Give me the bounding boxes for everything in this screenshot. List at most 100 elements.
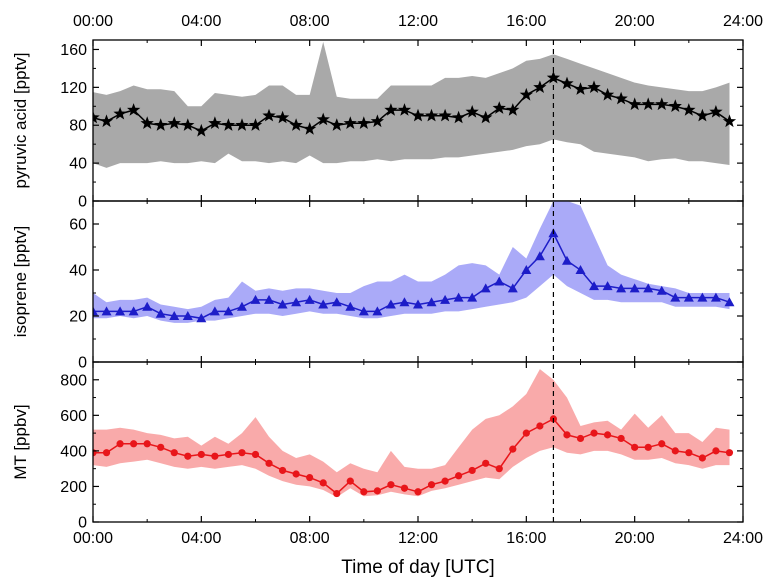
isoprene-point-45: [697, 292, 708, 302]
mt-point-29: [482, 459, 490, 467]
isoprene-point-41: [643, 283, 654, 293]
pyruvic-point-47: [722, 114, 737, 128]
isoprene-point-23: [399, 297, 410, 307]
pyruvic-point-8: [194, 123, 208, 137]
pyruvic-point-12: [248, 118, 263, 131]
pyruvic-point-11: [235, 118, 249, 131]
isoprene-point-24: [413, 299, 423, 309]
isoprene-range-band: [93, 201, 730, 323]
isoprene-point-2: [115, 306, 126, 316]
pyruvic-point-35: [560, 76, 574, 90]
mt-point-8: [197, 450, 205, 459]
bottom-xtick-label-2: 08:00: [290, 530, 330, 547]
mt-point-39: [617, 434, 625, 443]
top-xtick-label-4: 16:00: [506, 13, 546, 30]
mt-point-9: [211, 452, 219, 460]
pyruvic-point-28: [465, 105, 479, 118]
panel-isoprene: 0 20 40 60 isoprene [pptv]: [11, 200, 744, 372]
mt-point-26: [441, 477, 449, 485]
panel-pyruvic: 0 40 80 120 160 pyruvic acid [pptv]: [11, 39, 744, 211]
mt-ytick-label-1: 200: [60, 479, 87, 496]
isoprene-point-36: [575, 265, 586, 274]
pyruvic-ytick-label-1: 40: [69, 156, 87, 173]
mt-point-7: [184, 452, 192, 460]
bottom-xtick-label-6: 24:00: [723, 530, 763, 547]
isoprene-point-25: [426, 297, 437, 307]
mt-point-45: [698, 454, 706, 462]
isoprene-point-18: [331, 297, 342, 307]
pyruvic-point-30: [492, 101, 506, 114]
pyruvic-point-43: [668, 99, 682, 112]
pyruvic-point-2: [113, 106, 127, 120]
bottom-xtick-label-5: 20:00: [615, 530, 655, 547]
top-xtick-label-1: 04:00: [181, 13, 221, 30]
mt-point-44: [685, 449, 693, 457]
panel-mt: 0 200 400 600 800 MT [ppbv]: [11, 361, 744, 532]
mt-ytick-label-0: 0: [78, 515, 87, 532]
mt-point-38: [603, 431, 612, 439]
pyruvic-point-40: [628, 97, 642, 111]
isoprene-point-28: [467, 292, 478, 302]
mt-point-36: [576, 434, 585, 443]
pyruvic-point-42: [655, 97, 669, 111]
isoprene-point-22: [385, 299, 396, 309]
pyruvic-point-10: [221, 118, 236, 131]
pyruvic-ytick-label-2: 80: [69, 118, 87, 135]
pyruvic-point-24: [411, 108, 425, 122]
pyruvic-point-45: [695, 108, 709, 122]
pyruvic-ytick-label-0: 0: [78, 194, 87, 211]
top-xtick-label-5: 20:00: [615, 13, 655, 30]
mt-point-21: [373, 487, 381, 495]
isoprene-point-6: [169, 311, 180, 320]
isoprene-point-0: [93, 306, 98, 316]
pyruvic-point-39: [614, 91, 628, 105]
mt-point-16: [306, 473, 314, 482]
isoprene-point-3: [128, 306, 139, 316]
pyruvic-point-16: [303, 122, 317, 135]
mt-ytick-label-3: 600: [60, 408, 87, 425]
mt-point-23: [400, 484, 409, 492]
bottom-xtick-label-1: 04:00: [181, 530, 221, 547]
isoprene-point-8: [196, 313, 207, 323]
isoprene-point-7: [182, 311, 193, 320]
pyruvic-point-21: [370, 114, 384, 128]
isoprene-point-40: [629, 283, 640, 293]
pyruvic-point-37: [587, 80, 601, 93]
isoprene-point-32: [521, 265, 532, 274]
pyruvic-range-band: [93, 41, 730, 168]
mt-point-31: [509, 445, 517, 453]
isoprene-point-38: [602, 281, 613, 291]
pyruvic-point-4: [140, 116, 154, 129]
isoprene-point-35: [561, 255, 572, 265]
bottom-xtick-label-3: 12:00: [398, 530, 438, 547]
pyruvic-point-29: [479, 110, 493, 124]
mt-point-47: [725, 449, 734, 457]
mt-point-19: [346, 477, 354, 485]
pyruvic-point-7: [181, 118, 195, 131]
mt-point-32: [522, 429, 530, 437]
isoprene-point-39: [616, 283, 627, 293]
pyruvic-point-9: [208, 116, 222, 129]
isoprene-point-1: [101, 306, 112, 316]
pyruvic-point-31: [506, 103, 520, 116]
mt-point-17: [319, 479, 327, 487]
pyruvic-point-15: [289, 118, 303, 131]
x-axis-title: Time of day [UTC]: [341, 557, 494, 578]
mt-point-4: [143, 440, 151, 448]
mt-point-40: [631, 443, 639, 451]
isoprene-y-axis-title: isoprene [pptv]: [11, 226, 30, 338]
isoprene-ytick-label-0: 0: [78, 355, 87, 372]
isoprene-point-42: [656, 285, 667, 295]
mt-point-13: [265, 459, 273, 467]
mt-point-24: [414, 488, 422, 496]
mt-point-20: [360, 488, 368, 496]
pyruvic-point-0: [93, 110, 100, 124]
isoprene-ytick-label-1: 20: [69, 309, 87, 326]
isoprene-point-31: [507, 283, 518, 293]
pyruvic-point-46: [709, 105, 723, 118]
mt-point-42: [658, 440, 666, 448]
isoprene-point-47: [724, 297, 735, 307]
pyruvic-point-20: [357, 116, 371, 129]
mt-point-33: [536, 422, 544, 430]
isoprene-ytick-label-2: 40: [69, 263, 87, 280]
